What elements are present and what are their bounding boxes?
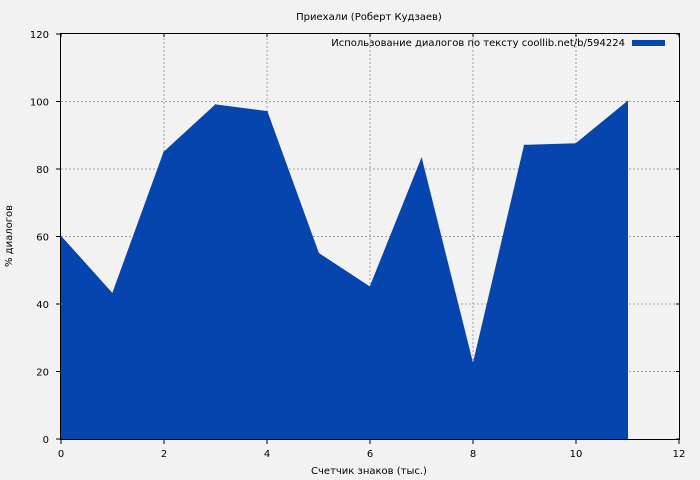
data-point: [523, 144, 526, 147]
y-axis-label: % диалогов: [4, 205, 15, 267]
x-tick-label: 0: [58, 449, 64, 460]
data-point: [163, 151, 165, 153]
x-tick-label: 12: [673, 449, 686, 460]
data-point: [420, 158, 423, 160]
x-tick-label: 2: [161, 449, 167, 460]
y-tick-label: 20: [36, 368, 49, 379]
y-tick-label: 120: [30, 30, 49, 41]
area-series: [60, 100, 629, 440]
x-tick-label: 8: [470, 449, 476, 460]
data-point: [214, 104, 217, 106]
y-tick-label: 0: [43, 435, 49, 446]
x-tick-label: 6: [367, 449, 373, 460]
legend-label: Использование диалогов по тексту coollib…: [331, 38, 625, 49]
legend: Использование диалогов по тексту coollib…: [331, 38, 665, 49]
y-tick-label: 80: [36, 165, 49, 176]
chart-title: Приехали (Роберт Кудзаев): [296, 12, 442, 23]
y-tick-label: 100: [30, 98, 49, 109]
data-point: [472, 363, 474, 366]
y-tick-label: 40: [36, 300, 49, 311]
data-point: [266, 110, 268, 113]
data-point: [369, 286, 371, 288]
data-point: [317, 252, 320, 255]
data-point: [626, 100, 629, 103]
legend-swatch: [632, 40, 665, 46]
y-tick-label: 60: [36, 233, 49, 244]
data-point: [111, 293, 114, 295]
x-tick-label: 10: [570, 449, 583, 460]
x-tick-label: 4: [264, 449, 270, 460]
data-point: [575, 142, 577, 145]
x-axis-label: Счетчик знаков (тыс.): [311, 466, 427, 477]
